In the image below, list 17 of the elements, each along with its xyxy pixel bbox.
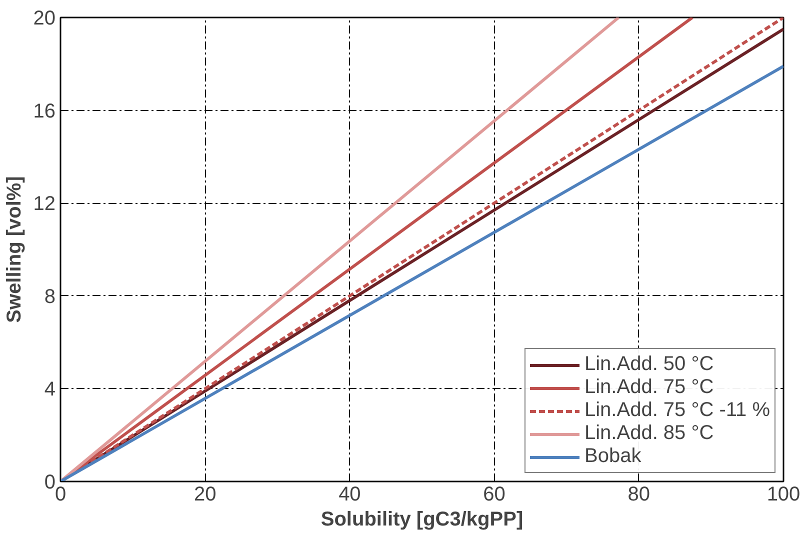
y-tick-label: 8 [44,286,56,308]
y-tick-label: 16 [33,100,56,122]
x-tick-label: 80 [628,484,650,506]
y-axis-title: Swelling [vol%] [3,176,26,323]
legend-label: Lin.Add. 75 °C -11 % [584,399,770,422]
x-tick-label: 100 [766,484,800,506]
legend-label: Lin.Add. 50 °C [584,353,714,376]
x-axis-title: Solubility [gC3/kgPP] [320,508,524,530]
y-tick-label: 12 [33,193,56,216]
x-tick-label: 40 [338,484,361,506]
legend-label: Bobak [584,445,642,468]
legend-label: Lin.Add. 85 °C [584,422,714,445]
legend-label: Lin.Add. 75 °C [584,376,714,399]
y-tick-label: 4 [44,378,56,401]
x-tick-label: 60 [483,484,506,506]
x-tick-label: 20 [194,484,216,506]
y-tick-label: 20 [33,8,56,30]
